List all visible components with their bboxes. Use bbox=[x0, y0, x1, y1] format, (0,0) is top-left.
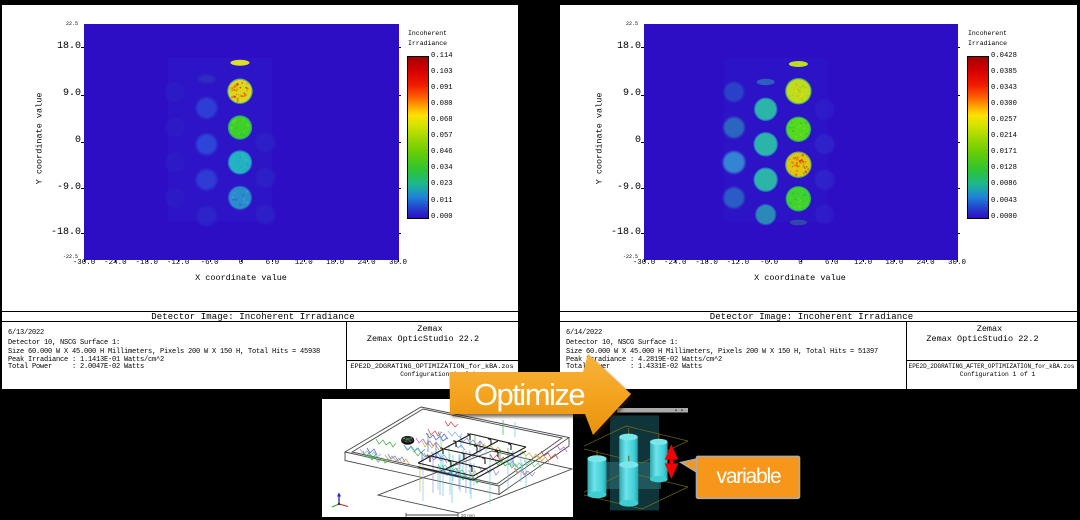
svg-text:20 mm: 20 mm bbox=[461, 513, 475, 517]
